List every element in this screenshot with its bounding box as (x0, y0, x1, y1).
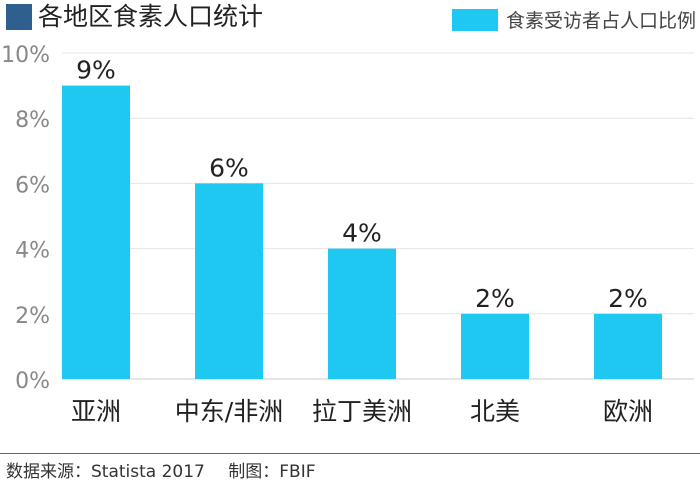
data-label-0: 9% (76, 56, 116, 85)
category-label-2: 拉丁美洲 (312, 397, 412, 426)
y-tick-label-0: 0% (15, 369, 50, 394)
y-tick-label-4: 4% (15, 239, 50, 264)
y-tick-label-8: 8% (15, 108, 50, 133)
category-label-0: 亚洲 (71, 397, 121, 426)
y-tick-label-2: 2% (15, 304, 50, 329)
bar-4 (594, 313, 662, 379)
footer: 数据来源：Statista 2017 制图：FBIF (6, 457, 316, 482)
legend-swatch (451, 8, 498, 31)
legend: 食素受访者占人口比例 (451, 6, 696, 33)
data-label-1: 6% (209, 153, 249, 182)
bar-1 (195, 183, 263, 379)
title-marker-square (6, 4, 32, 30)
bar-2 (328, 248, 396, 379)
data-label-2: 4% (342, 219, 382, 248)
category-label-3: 北美 (470, 397, 520, 426)
y-tick-label-6: 6% (15, 173, 50, 198)
y-tick-label-10: 10% (1, 43, 50, 68)
title-marker-fill (6, 4, 32, 30)
data-label-3: 2% (475, 284, 515, 313)
bar-3 (461, 313, 529, 379)
bar-chart: 0% 2% 4% 6% 8% 10% 9% 亚洲 6% 中东/非洲 4% 拉丁美洲 2% 北美 2% 欧洲 (1, 43, 694, 426)
bar-0 (62, 85, 130, 379)
credit-note: 制图：FBIF (228, 462, 316, 482)
category-label-1: 中东/非洲 (175, 397, 283, 426)
footer-divider (0, 453, 700, 454)
source-note: 数据来源：Statista 2017 (6, 462, 205, 482)
chart-title: 各地区食素人口统计 (38, 2, 264, 31)
legend-label: 食素受访者占人口比例 (505, 10, 696, 32)
data-label-4: 2% (608, 284, 648, 313)
category-label-4: 欧洲 (603, 397, 653, 426)
